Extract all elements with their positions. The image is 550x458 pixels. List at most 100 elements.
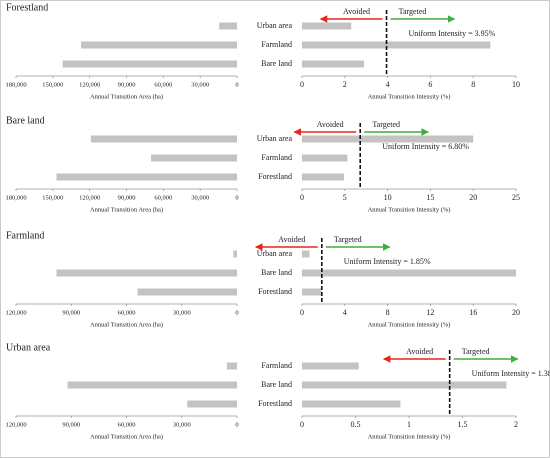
bar — [302, 362, 359, 370]
x-axis-label: Annual Transition Intensity (%) — [368, 93, 451, 100]
x-tick-label: 60,000 — [154, 194, 172, 201]
category-label: Farmland — [261, 40, 292, 49]
x-axis-label: Annual Transition Area (ha) — [90, 206, 163, 213]
x-tick-label: 0 — [235, 194, 238, 201]
x-tick-label: 4 — [386, 80, 390, 89]
x-axis-label: Annual Transition Area (ha) — [90, 321, 163, 328]
x-tick-label: 30,000 — [191, 194, 209, 201]
targeted-label: Targeted — [334, 235, 362, 244]
targeted-label: Targeted — [462, 347, 490, 356]
bar — [302, 41, 491, 49]
uniform-intensity-label: Uniform Intensity = 1.38% — [472, 369, 550, 378]
category-label: Forestland — [258, 287, 292, 296]
x-axis-label: Annual Transition Area (ha) — [90, 93, 163, 100]
x-tick-label: 90,000 — [118, 194, 136, 201]
x-axis-label: Annual Transition Intensity (%) — [368, 206, 451, 213]
bar — [302, 400, 401, 408]
bar — [302, 250, 310, 258]
x-tick-label: 90,000 — [62, 309, 80, 316]
bar — [233, 250, 237, 258]
bar — [302, 154, 348, 162]
x-tick-label: 30,000 — [191, 81, 209, 88]
bar — [56, 269, 238, 277]
category-label: Urban area — [257, 21, 293, 30]
bar — [151, 154, 237, 162]
bar — [187, 400, 237, 408]
category-label: Bare land — [261, 59, 292, 68]
x-tick-label: 0.5 — [351, 420, 361, 429]
bar — [90, 135, 238, 143]
category-label: Forestland — [258, 172, 292, 181]
x-tick-label: 90,000 — [118, 81, 136, 88]
category-label: Urban area — [257, 134, 293, 143]
x-tick-label: 6 — [428, 80, 432, 89]
x-tick-label: 8 — [386, 308, 390, 317]
x-tick-label: 0 — [300, 308, 304, 317]
avoided-label: Avoided — [343, 7, 370, 16]
x-tick-label: 4 — [343, 308, 347, 317]
x-tick-label: 0 — [300, 80, 304, 89]
category-label: Farmland — [261, 153, 292, 162]
x-tick-label: 0 — [235, 309, 238, 316]
x-tick-label: 20 — [512, 308, 520, 317]
bar — [56, 173, 238, 181]
x-tick-label: 60,000 — [118, 309, 136, 316]
bar — [302, 22, 352, 30]
avoided-label: Avoided — [278, 235, 305, 244]
x-tick-label: 120,000 — [5, 309, 26, 316]
x-tick-label: 180,000 — [5, 194, 26, 201]
uniform-intensity-label: Uniform Intensity = 3.95% — [409, 29, 496, 38]
x-tick-label: 0 — [300, 193, 304, 202]
x-tick-label: 0 — [235, 81, 238, 88]
x-axis-label: Annual Transition Intensity (%) — [368, 433, 451, 440]
bar — [302, 288, 322, 296]
category-label: Bare land — [261, 268, 292, 277]
bar — [302, 60, 365, 68]
x-tick-label: 30,000 — [173, 421, 191, 428]
panel-title: Urban area — [6, 342, 51, 353]
x-tick-label: 10 — [512, 80, 520, 89]
x-tick-label: 120,000 — [79, 194, 100, 201]
targeted-label: Targeted — [399, 7, 427, 16]
x-tick-label: 2 — [514, 420, 518, 429]
bar — [81, 41, 237, 49]
x-tick-label: 25 — [512, 193, 520, 202]
x-axis-label: Annual Transition Intensity (%) — [368, 321, 451, 328]
x-tick-label: 8 — [471, 80, 475, 89]
bar — [302, 135, 474, 143]
x-tick-label: 5 — [343, 193, 347, 202]
x-tick-label: 0 — [235, 421, 238, 428]
x-tick-label: 120,000 — [79, 81, 100, 88]
category-label: Farmland — [261, 361, 292, 370]
bar — [302, 173, 344, 181]
panel-title: Bare land — [6, 115, 45, 126]
x-tick-label: 10 — [384, 193, 392, 202]
panel-title: Forestland — [6, 2, 48, 13]
x-tick-label: 180,000 — [5, 81, 26, 88]
x-tick-label: 60,000 — [154, 81, 172, 88]
bar — [62, 60, 238, 68]
x-tick-label: 15 — [426, 193, 434, 202]
x-tick-label: 20 — [469, 193, 477, 202]
x-tick-label: 150,000 — [42, 194, 63, 201]
category-label: Forestland — [258, 399, 292, 408]
avoided-label: Avoided — [406, 347, 433, 356]
uniform-intensity-label: Uniform Intensity = 6.80% — [382, 142, 469, 151]
x-tick-label: 150,000 — [42, 81, 63, 88]
x-axis-label: Annual Transition Area (ha) — [90, 433, 163, 440]
x-tick-label: 16 — [469, 308, 477, 317]
x-tick-label: 30,000 — [173, 309, 191, 316]
x-tick-label: 2 — [343, 80, 347, 89]
panel-title: Farmland — [6, 230, 44, 241]
targeted-label: Targeted — [372, 120, 400, 129]
bar — [67, 381, 237, 389]
x-tick-label: 60,000 — [118, 421, 136, 428]
x-tick-label: 0 — [300, 420, 304, 429]
bar — [219, 22, 237, 30]
category-label: Urban area — [257, 249, 293, 258]
x-tick-label: 90,000 — [62, 421, 80, 428]
avoided-label: Avoided — [317, 120, 344, 129]
bar — [302, 381, 507, 389]
